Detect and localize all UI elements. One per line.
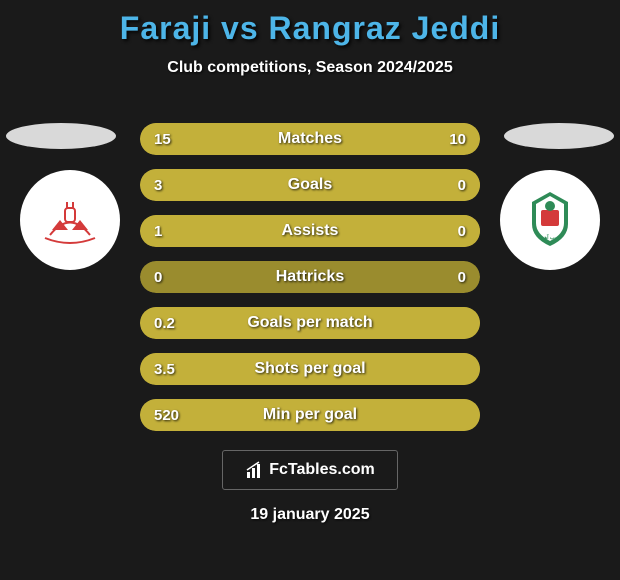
- stat-row: Goals per match0.2: [140, 307, 480, 339]
- svg-text:ذوب آهن: ذوب آهن: [541, 234, 560, 241]
- stat-label: Min per goal: [140, 399, 480, 431]
- stat-label: Goals: [140, 169, 480, 201]
- right-club-logo: ذوب آهن: [500, 170, 600, 270]
- stat-value-right: 10: [449, 123, 466, 155]
- comparison-infographic: Faraji vs Rangraz Jeddi Club competition…: [0, 0, 620, 580]
- stat-value-right: 0: [458, 169, 466, 201]
- stat-value-left: 520: [154, 399, 179, 431]
- stat-value-right: 0: [458, 261, 466, 293]
- page-title: Faraji vs Rangraz Jeddi: [0, 10, 620, 47]
- left-club-emblem-icon: [30, 180, 110, 260]
- right-club-emblem-icon: ذوب آهن: [510, 180, 590, 260]
- stat-value-left: 1: [154, 215, 162, 247]
- stat-label: Hattricks: [140, 261, 480, 293]
- brand-text: FcTables.com: [269, 461, 375, 479]
- right-player-ellipse: [504, 123, 614, 149]
- stat-value-right: 0: [458, 215, 466, 247]
- stat-row: Min per goal520: [140, 399, 480, 431]
- stat-label: Shots per goal: [140, 353, 480, 385]
- stat-value-left: 3: [154, 169, 162, 201]
- stat-row: Matches15 10: [140, 123, 480, 155]
- stat-bars: Matches1510Goals30Assists10Hattricks00Go…: [140, 123, 480, 445]
- stat-value-left: 0.2: [154, 307, 175, 339]
- brand-chart-icon: [245, 460, 265, 480]
- stat-label: Matches: [140, 123, 480, 155]
- stat-label: Assists: [140, 215, 480, 247]
- stat-row: Assists1 0: [140, 215, 480, 247]
- left-player-ellipse: [6, 123, 116, 149]
- stat-value-left: 0: [154, 261, 162, 293]
- brand-badge: FcTables.com: [222, 450, 398, 490]
- stat-row: Shots per goal3.5: [140, 353, 480, 385]
- stat-value-left: 3.5: [154, 353, 175, 385]
- footer-date: 19 january 2025: [0, 506, 620, 524]
- stat-row: Hattricks0 0: [140, 261, 480, 293]
- stat-label: Goals per match: [140, 307, 480, 339]
- left-club-logo: [20, 170, 120, 270]
- page-subtitle: Club competitions, Season 2024/2025: [0, 59, 620, 77]
- stat-value-left: 15: [154, 123, 171, 155]
- stat-row: Goals3 0: [140, 169, 480, 201]
